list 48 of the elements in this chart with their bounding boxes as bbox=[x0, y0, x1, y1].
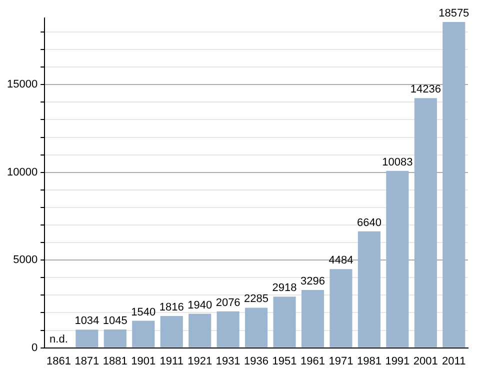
x-tick-label: 1911 bbox=[160, 355, 184, 368]
data-label: 1034 bbox=[74, 315, 100, 328]
bar bbox=[160, 316, 183, 348]
x-tick-label: 1971 bbox=[328, 355, 354, 368]
x-tick-label: 1991 bbox=[385, 355, 410, 368]
bar bbox=[301, 290, 324, 348]
text: n.d. bbox=[50, 333, 68, 346]
data-label: 2076 bbox=[216, 296, 240, 309]
x-tick-label: 2001 bbox=[413, 355, 438, 368]
bar bbox=[273, 296, 296, 348]
data-label: 1940 bbox=[188, 299, 212, 312]
data-label: 1540 bbox=[131, 306, 156, 318]
x-tick-label: 1931 bbox=[216, 355, 240, 368]
data-label: 14236 bbox=[410, 84, 441, 96]
bar bbox=[216, 311, 240, 348]
data-label: 4484 bbox=[328, 254, 354, 267]
bar bbox=[358, 231, 380, 348]
x-tick-label: 1961 bbox=[300, 355, 325, 368]
bar bbox=[330, 269, 352, 348]
bar bbox=[76, 330, 98, 348]
x-tick-label: 1881 bbox=[102, 355, 128, 368]
x-tick-label: 1951 bbox=[272, 355, 297, 368]
data-label: 3296 bbox=[300, 276, 325, 288]
bar bbox=[104, 329, 126, 348]
x-tick-label: 1921 bbox=[188, 355, 212, 368]
data-label: 6640 bbox=[356, 216, 382, 229]
x-tick-label: 1901 bbox=[131, 355, 156, 368]
y-tick-label: 15000 bbox=[6, 78, 38, 91]
x-tick-label: 1936 bbox=[244, 355, 269, 368]
y-tick-label: 10000 bbox=[6, 166, 38, 178]
x-tick-label: 2011 bbox=[442, 355, 466, 368]
x-tick-label: 1861 bbox=[46, 355, 71, 368]
bar bbox=[442, 22, 466, 348]
data-label: 1045 bbox=[102, 315, 128, 327]
data-label: 2285 bbox=[244, 293, 269, 306]
bar bbox=[132, 320, 155, 348]
bar bbox=[414, 98, 437, 348]
bar bbox=[245, 308, 268, 348]
data-label: 2918 bbox=[272, 282, 297, 294]
y-tick-label: 5000 bbox=[13, 254, 38, 266]
bar bbox=[188, 314, 212, 348]
x-tick-label: 1871 bbox=[74, 355, 100, 368]
bar bbox=[386, 170, 409, 348]
y-tick-label: 0 bbox=[31, 342, 38, 354]
data-label: 18575 bbox=[438, 7, 470, 20]
x-tick-label: 1981 bbox=[356, 355, 382, 368]
data-label: 10083 bbox=[382, 156, 413, 168]
data-label: 1816 bbox=[159, 301, 184, 314]
